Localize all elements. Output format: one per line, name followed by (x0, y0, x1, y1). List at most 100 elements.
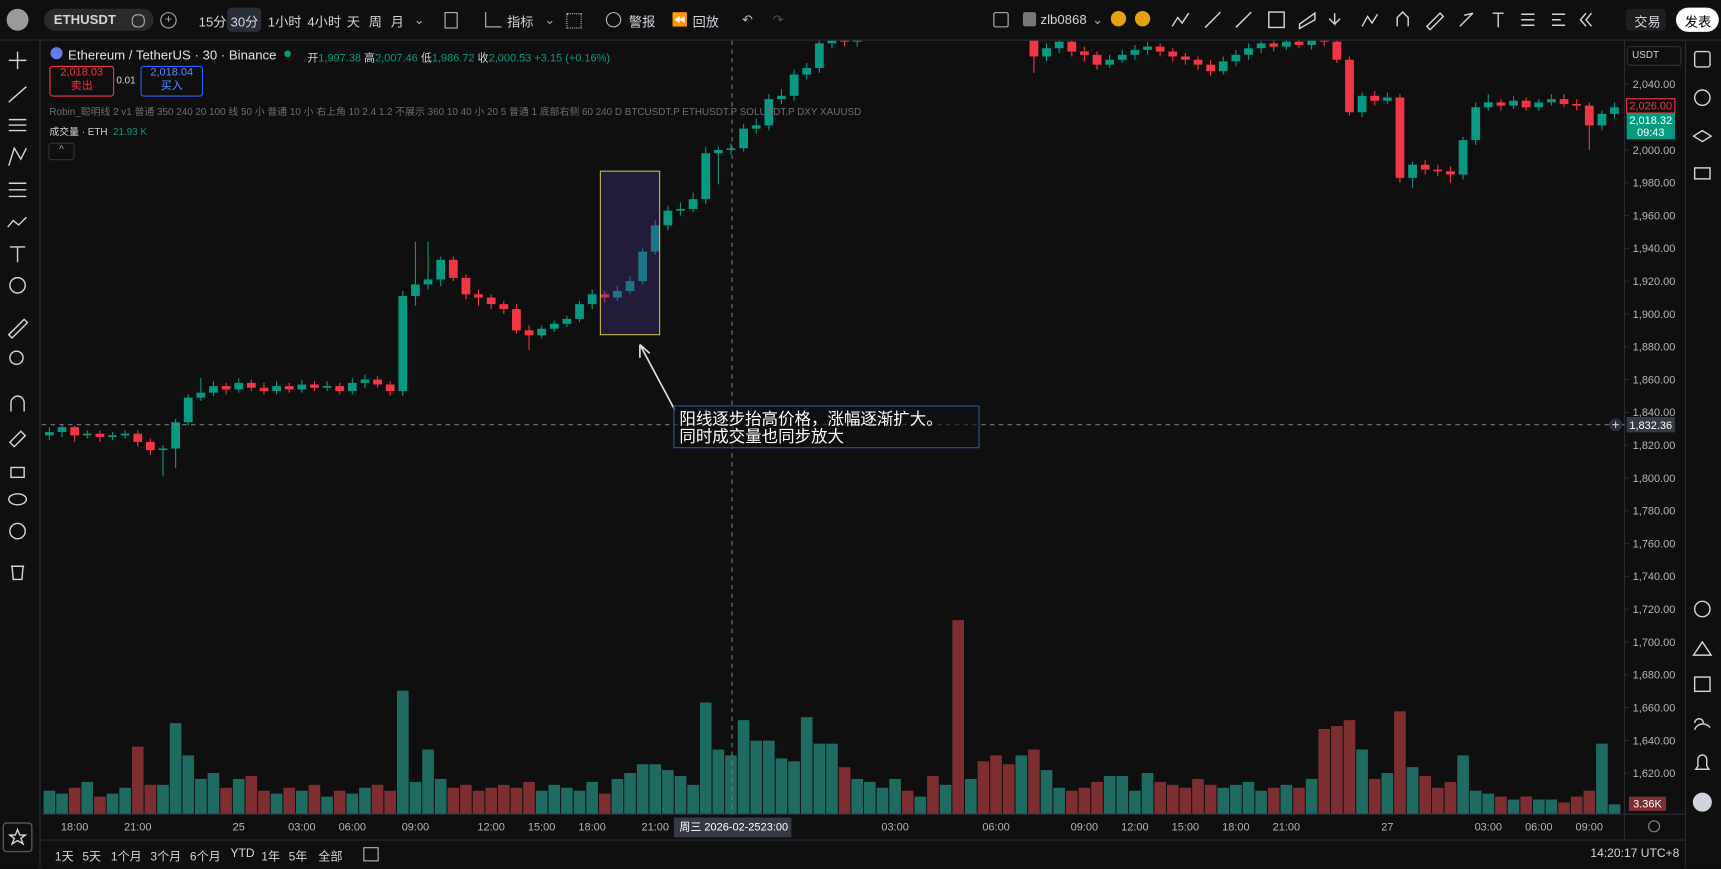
tool-icon[interactable] (9, 276, 26, 294)
tool-icon[interactable] (1551, 13, 1566, 26)
range-button[interactable]: 5天 (82, 850, 102, 864)
sell-button[interactable]: 2,018.03 卖出 (49, 65, 115, 97)
candle-body (1180, 56, 1190, 60)
user-name[interactable]: zlb0868 (1040, 12, 1087, 28)
x-tick-label: 03:00 (1475, 822, 1502, 834)
tool-icon[interactable] (1492, 12, 1504, 28)
tool-icon[interactable] (8, 86, 27, 103)
tool-icon[interactable] (10, 565, 25, 581)
tool-icon[interactable] (7, 318, 29, 339)
tool-icon[interactable] (1268, 11, 1285, 29)
indicators-caret[interactable]: ⌄ (544, 12, 556, 28)
volume-bar (169, 723, 182, 815)
redo-button[interactable]: ↷ (772, 12, 784, 28)
range-button[interactable]: 1个月 (110, 850, 142, 864)
tool-icon[interactable] (1459, 12, 1474, 27)
tool-icon[interactable] (1692, 129, 1713, 143)
tool-icon[interactable] (8, 493, 28, 506)
date-range-button[interactable] (363, 847, 379, 862)
tool-icon[interactable] (1692, 640, 1713, 656)
tool-icon[interactable] (10, 466, 25, 479)
y-tick-label: 1,980.00 (1633, 178, 1676, 190)
tool-icon[interactable] (1204, 11, 1222, 28)
buy-button[interactable]: 2,018.04 买入 (140, 65, 204, 97)
alert-button[interactable]: 警报 (628, 14, 656, 30)
range-button[interactable]: 1年 (261, 850, 281, 864)
tool-icon[interactable] (1694, 754, 1711, 770)
tool-icon[interactable] (8, 51, 27, 70)
tool-icon[interactable] (1361, 13, 1379, 27)
left-tools (2, 51, 33, 853)
candle-body (1521, 100, 1531, 108)
volume-bar (321, 796, 333, 815)
tool-icon[interactable] (1579, 12, 1593, 27)
interval-button[interactable]: 月 (390, 14, 404, 30)
candle-body (512, 309, 521, 331)
tool-icon[interactable] (9, 522, 26, 540)
tool-icon[interactable] (1693, 676, 1711, 693)
coin-icon[interactable] (1110, 10, 1127, 27)
interval-button[interactable]: 1小时 (267, 14, 302, 30)
tool-icon[interactable] (1328, 13, 1341, 26)
range-button[interactable]: 1天 (54, 850, 74, 864)
tool-icon[interactable] (1425, 12, 1445, 31)
interval-button[interactable]: 15分 (198, 14, 227, 30)
range-button[interactable]: 全部 (318, 850, 343, 864)
tool-icon[interactable] (9, 246, 26, 263)
tool-icon[interactable] (7, 216, 27, 228)
tool-icon[interactable] (1235, 11, 1252, 28)
price-tag-countdown: 09:43 (1637, 127, 1664, 139)
checkbox[interactable] (993, 12, 1009, 28)
interval-button[interactable]: 4小时 (307, 14, 342, 30)
tool-icon[interactable] (1693, 89, 1711, 107)
tool-icon[interactable] (1693, 50, 1711, 68)
replay-button[interactable]: 回放 (692, 14, 719, 30)
tool-icon[interactable] (1298, 11, 1316, 30)
symbol-search[interactable] (43, 8, 154, 31)
user-caret[interactable]: ⌄ (1092, 12, 1104, 28)
tool-icon[interactable] (1171, 12, 1190, 27)
undo-button[interactable]: ↶ (741, 12, 754, 28)
interval-caret[interactable]: ⌄ (413, 12, 425, 28)
chart-type-button[interactable] (444, 12, 458, 29)
tool-icon[interactable] (1693, 718, 1711, 731)
candle-body (764, 99, 774, 126)
tool-icon[interactable] (8, 118, 27, 132)
tool-icon[interactable] (1692, 792, 1712, 812)
collapse-button[interactable]: ^ (48, 142, 75, 161)
range-button[interactable]: 6个月 (189, 850, 221, 864)
avatar-logo[interactable] (6, 8, 29, 31)
interval-button[interactable]: 30分 (230, 14, 259, 30)
tool-icon[interactable] (9, 350, 24, 366)
interval-button[interactable]: 天 (346, 14, 361, 30)
y-tick-label: 1,880.00 (1633, 342, 1676, 354)
tool-icon[interactable] (1521, 13, 1535, 26)
tool-icon[interactable] (1693, 600, 1711, 618)
range-button[interactable]: YTD (230, 847, 255, 861)
trade-button[interactable]: 交易 (1634, 14, 1661, 30)
interval-selected[interactable] (227, 7, 262, 32)
tool-icon[interactable] (1396, 11, 1409, 27)
y-tick-label: 1,700.00 (1633, 637, 1676, 649)
currency-selector[interactable] (1626, 46, 1682, 66)
highlight-rectangle[interactable] (599, 170, 661, 336)
tool-icon[interactable] (10, 395, 25, 412)
layout-button[interactable] (566, 13, 582, 29)
range-button[interactable]: 5年 (288, 850, 308, 864)
favorites-box[interactable] (2, 822, 33, 853)
coin-icon[interactable] (1134, 10, 1151, 27)
volume-bar (1570, 796, 1583, 815)
publish-button[interactable]: 发表 (1684, 14, 1712, 30)
tool-icon[interactable] (8, 182, 27, 198)
tool-icon[interactable] (8, 146, 27, 166)
annotation-box[interactable] (673, 405, 980, 449)
indicators-button[interactable]: 指标 (507, 14, 534, 30)
interval-button[interactable]: 周 (368, 14, 382, 30)
candle-body (1193, 59, 1203, 65)
compare-button[interactable]: + (160, 12, 177, 29)
tool-icon[interactable] (8, 430, 27, 448)
range-button[interactable]: 3个月 (150, 850, 182, 864)
volume-bar (964, 778, 977, 815)
settings-icon[interactable] (1648, 820, 1661, 833)
tool-icon[interactable] (1693, 167, 1711, 180)
